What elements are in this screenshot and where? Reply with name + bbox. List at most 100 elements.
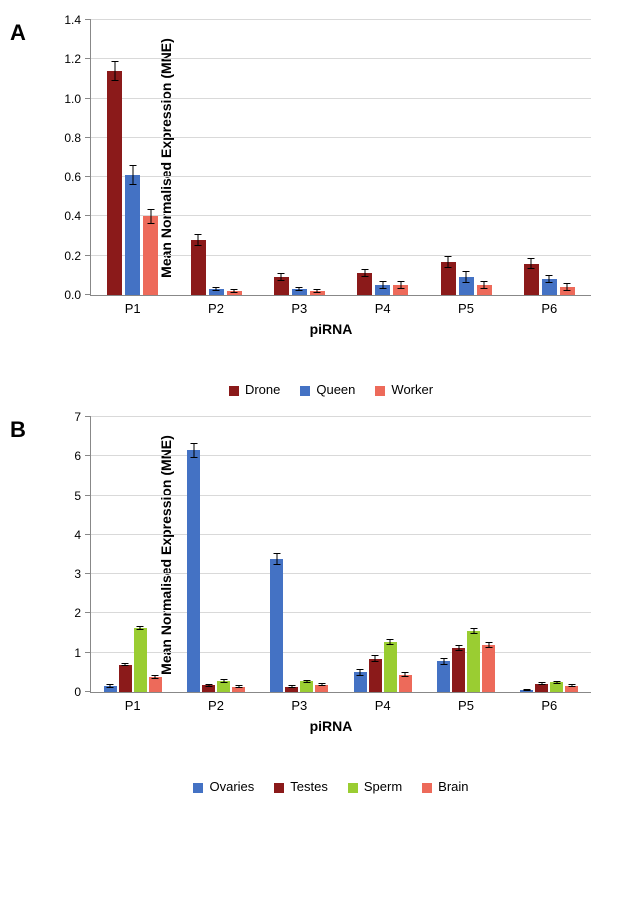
bar xyxy=(357,273,372,295)
error-bar xyxy=(443,658,444,664)
panel-a-ylabel: Mean Normalised Expression (MNE) xyxy=(158,38,174,278)
error-bar xyxy=(317,289,318,293)
error-bar xyxy=(466,271,467,283)
bar xyxy=(315,685,328,692)
error-bar xyxy=(234,289,235,293)
ytick-label: 0.6 xyxy=(64,170,81,184)
legend-swatch xyxy=(300,386,310,396)
ytick xyxy=(85,19,91,20)
bar xyxy=(550,682,563,692)
bar xyxy=(202,685,215,692)
xtick-label: P3 xyxy=(291,301,307,316)
bar-group xyxy=(270,417,328,692)
ytick xyxy=(85,255,91,256)
error-bar xyxy=(473,628,474,634)
error-bar xyxy=(526,689,527,691)
error-bar xyxy=(405,672,406,677)
gridline xyxy=(91,612,591,613)
xtick-label: P6 xyxy=(541,698,557,713)
error-bar xyxy=(223,679,224,682)
ytick-label: 1 xyxy=(74,646,81,660)
bar xyxy=(354,672,367,692)
panel-a-legend: DroneQueenWorker xyxy=(40,382,622,397)
bar xyxy=(143,216,158,295)
legend-swatch xyxy=(274,783,284,793)
panel-a-chart-wrap: Mean Normalised Expression (MNE) 0.00.20… xyxy=(40,20,622,397)
panel-a-chart: Mean Normalised Expression (MNE) 0.00.20… xyxy=(90,20,591,296)
ytick xyxy=(85,294,91,295)
error-bar xyxy=(567,283,568,291)
error-bar xyxy=(198,234,199,246)
gridline xyxy=(91,176,591,177)
xtick-label: P1 xyxy=(125,301,141,316)
error-bar xyxy=(448,256,449,268)
error-bar xyxy=(484,281,485,289)
panel-b-chart: Mean Normalised Expression (MNE) 0123456… xyxy=(90,417,591,693)
error-bar xyxy=(132,165,133,185)
gridline xyxy=(91,416,591,417)
legend-item: Sperm xyxy=(348,779,402,794)
error-bar xyxy=(556,681,557,684)
legend-label: Drone xyxy=(245,382,280,397)
error-bar xyxy=(155,675,156,679)
bar xyxy=(217,681,230,692)
ytick xyxy=(85,137,91,138)
error-bar xyxy=(125,663,126,667)
bar xyxy=(441,262,456,295)
error-bar xyxy=(382,281,383,289)
bar xyxy=(187,450,200,692)
ytick-label: 5 xyxy=(74,489,81,503)
bar xyxy=(119,665,132,693)
bar-group xyxy=(187,417,245,692)
bar xyxy=(149,677,162,692)
legend-item: Brain xyxy=(422,779,468,794)
gridline xyxy=(91,534,591,535)
gridline xyxy=(91,98,591,99)
ytick-label: 0.4 xyxy=(64,209,81,223)
bar xyxy=(270,559,283,692)
ytick-label: 6 xyxy=(74,449,81,463)
legend-swatch xyxy=(229,386,239,396)
xtick-label: P4 xyxy=(375,301,391,316)
panel-b: B Mean Normalised Expression (MNE) 01234… xyxy=(10,417,622,794)
error-bar xyxy=(281,273,282,281)
xtick-label: P3 xyxy=(291,698,307,713)
error-bar xyxy=(216,287,217,291)
ytick xyxy=(85,215,91,216)
error-bar xyxy=(321,683,322,686)
panel-a-label: A xyxy=(10,20,26,46)
legend-label: Ovaries xyxy=(209,779,254,794)
bar xyxy=(437,661,450,692)
ytick-label: 3 xyxy=(74,567,81,581)
gridline xyxy=(91,495,591,496)
bar-group xyxy=(191,20,242,295)
xtick-label: P2 xyxy=(208,301,224,316)
gridline xyxy=(91,652,591,653)
bar xyxy=(274,277,289,295)
error-bar xyxy=(488,642,489,648)
gridline xyxy=(91,137,591,138)
ytick-label: 0.2 xyxy=(64,249,81,263)
legend-item: Ovaries xyxy=(193,779,254,794)
legend-swatch xyxy=(193,783,203,793)
error-bar xyxy=(375,655,376,661)
bar xyxy=(477,285,492,295)
panel-a: A Mean Normalised Expression (MNE) 0.00.… xyxy=(10,20,622,397)
bar xyxy=(300,681,313,692)
bar-group xyxy=(524,20,575,295)
bar xyxy=(209,289,224,295)
ytick xyxy=(85,455,91,456)
ytick-label: 7 xyxy=(74,410,81,424)
ytick-label: 1.0 xyxy=(64,92,81,106)
panel-b-legend: OvariesTestesSpermBrain xyxy=(40,779,622,794)
xtick-label: P1 xyxy=(125,698,141,713)
bar xyxy=(467,631,480,692)
error-bar xyxy=(571,684,572,687)
legend-swatch xyxy=(348,783,358,793)
ytick-label: 1.4 xyxy=(64,13,81,27)
panel-b-chart-wrap: Mean Normalised Expression (MNE) 0123456… xyxy=(40,417,622,794)
error-bar xyxy=(193,443,194,459)
error-bar xyxy=(458,645,459,651)
bar-group xyxy=(441,20,492,295)
error-bar xyxy=(238,685,239,688)
